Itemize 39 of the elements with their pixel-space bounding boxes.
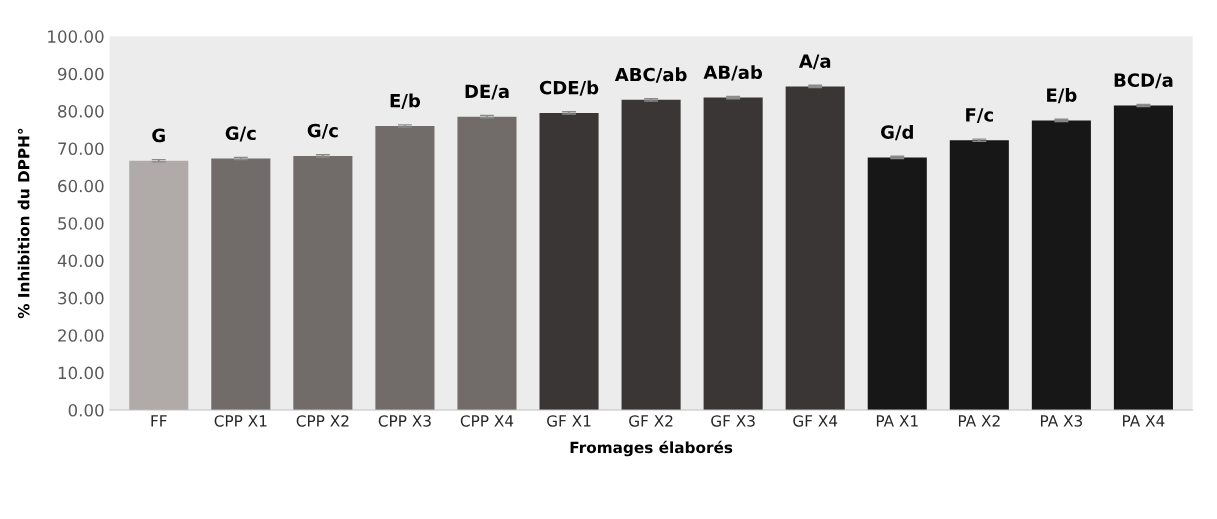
data-label: G/c	[307, 123, 338, 139]
data-label: CDE/b	[539, 80, 599, 96]
y-tick-label: 70.00	[58, 142, 104, 155]
data-label: E/b	[390, 93, 421, 109]
x-tick-label: PA X2	[958, 415, 1000, 427]
x-tick-label: GF X3	[711, 415, 755, 427]
x-tick-label: PA X3	[1041, 415, 1083, 427]
data-label: G/d	[880, 124, 913, 141]
data-label: BCD/a	[1114, 73, 1173, 89]
x-tick-label: CPP X2	[296, 415, 349, 427]
y-tick-label: 90.00	[58, 67, 104, 81]
x-tick-label: GF X2	[629, 415, 673, 427]
x-tick-label: FF	[151, 415, 167, 427]
x-tick-label: CPP X1	[214, 415, 267, 427]
x-tick-label: CPP X3	[378, 415, 431, 427]
y-tick-label: 20.00	[58, 329, 104, 342]
data-label: G/c	[225, 126, 256, 142]
x-tick-label: PA X4	[1123, 415, 1165, 427]
x-tick-label: GF X4	[793, 415, 838, 427]
data-label: A/a	[798, 54, 831, 70]
data-label: G	[152, 128, 165, 143]
y-tick-label: 40.00	[57, 254, 104, 268]
data-label: E/b	[1047, 87, 1077, 104]
x-tick-label: GF X1	[547, 415, 591, 427]
y-tick-label: 10.00	[58, 366, 104, 380]
y-tick-label: 0.00	[68, 403, 104, 417]
data-label: ABC/ab	[614, 67, 687, 83]
y-tick-label: 30.00	[58, 291, 104, 305]
x-tick-label: CPP X4	[460, 415, 514, 427]
data-label: AB/ab	[703, 65, 763, 81]
x-axis-title: Fromages élaborés	[570, 440, 733, 457]
y-tick-label: 60.00	[58, 179, 104, 193]
x-tick-label: PA X1	[876, 415, 918, 427]
y-tick-label: 100.00	[48, 30, 104, 43]
data-label: DE/a	[465, 84, 509, 100]
y-tick-label: 50.00	[58, 217, 104, 230]
data-label: F/c	[966, 108, 993, 124]
y-axis-title: % Inhibition du DPPH°	[17, 128, 30, 319]
y-tick-label: 80.00	[58, 105, 104, 118]
